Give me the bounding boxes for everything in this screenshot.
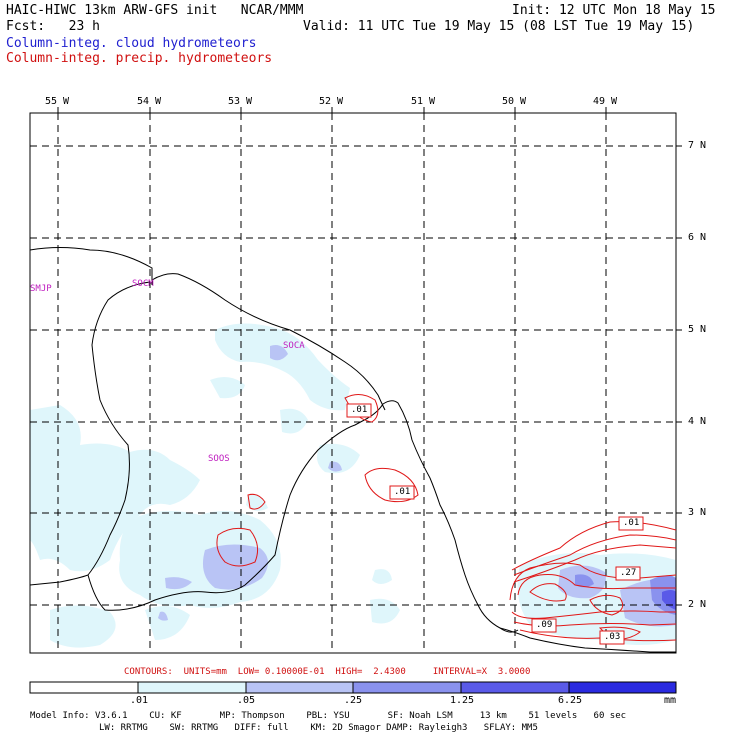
contour-line <box>247 493 266 510</box>
oyapock-estuary <box>367 400 519 633</box>
contour-label-box <box>389 485 415 500</box>
contour-line <box>517 574 676 596</box>
model-info-line1: Model Info: V3.6.1 CU: KF MP: Thompson P… <box>30 711 627 721</box>
cloud-shade-light <box>316 443 360 474</box>
cloud-shade-light <box>30 405 200 572</box>
contour-line <box>589 594 624 616</box>
contour-label-box <box>346 403 372 418</box>
lon-label: 50 W <box>502 96 527 107</box>
scale-bin <box>29 681 139 694</box>
axis-ticks <box>57 107 682 606</box>
lon-label: 49 W <box>593 96 618 107</box>
contour-label: .01 <box>394 487 411 497</box>
cloud-shade-mid <box>270 345 288 361</box>
cloud-shading <box>30 323 676 648</box>
cloud-shade-strong <box>575 574 594 588</box>
cloud-shade-mid <box>158 611 168 621</box>
precip-contours <box>216 394 677 642</box>
scale-label: .05 <box>237 695 256 706</box>
scale-bin <box>460 681 570 694</box>
contour-label: .09 <box>536 620 553 630</box>
scale-label: 6.25 <box>558 695 583 706</box>
cloud-shade-light <box>246 494 268 511</box>
coastline-north <box>151 273 386 411</box>
contour-line <box>513 544 677 583</box>
cloud-shade-light <box>50 605 116 648</box>
color-scale <box>29 681 677 694</box>
station-label: SOOS <box>208 454 230 464</box>
contour-label: .01 <box>623 518 640 528</box>
cloud-shade-light <box>215 323 350 411</box>
lat-label: 5 N <box>688 324 707 335</box>
border-guyane-brazil-west <box>29 574 89 586</box>
forecast-hour: Fcst: 23 h <box>6 19 100 34</box>
scale-bin <box>137 681 247 694</box>
cloud-shade-light <box>370 598 400 624</box>
lat-label: 7 N <box>688 140 707 151</box>
station-label: SOCA <box>283 341 305 351</box>
lon-label: 53 W <box>228 96 253 107</box>
contour-line <box>364 467 419 503</box>
contour-label: .27 <box>620 568 637 578</box>
scale-label: .01 <box>130 695 149 706</box>
lat-label: 6 N <box>688 232 707 243</box>
scale-label: 1.25 <box>450 695 475 706</box>
contour-line <box>529 583 567 602</box>
field-label-cloud: Column-integ. cloud hydrometeors <box>6 36 257 51</box>
cloud-shade-light <box>280 408 308 434</box>
lat-label: 2 N <box>688 599 707 610</box>
border-guyane-brazil <box>87 281 369 611</box>
contour-labels <box>346 403 644 645</box>
contour-label-box <box>615 566 641 581</box>
contour-line <box>216 527 259 567</box>
station-label: SMJP <box>30 284 52 294</box>
latlon-grid <box>30 113 676 653</box>
lat-label: 4 N <box>688 416 707 427</box>
contour-label-box <box>531 618 557 633</box>
scale-bin <box>568 681 677 694</box>
contour-label: .01 <box>351 405 368 415</box>
contour-line <box>513 534 677 576</box>
model-info-line2: LW: RRTMG SW: RRTMG DIFF: full KM: 2D Sm… <box>99 723 538 733</box>
contour-label: .03 <box>604 632 621 642</box>
valid-time: Valid: 11 UTC Tue 19 May 15 (08 LST Tue … <box>303 19 695 34</box>
contour-label-box <box>618 516 644 531</box>
contour-line <box>509 562 677 601</box>
cloud-shade-mid <box>165 577 192 590</box>
scale-bin <box>352 681 462 694</box>
cloud-shade-light <box>145 606 190 640</box>
contour-line <box>511 610 676 619</box>
contours-info: CONTOURS: UNITS=mm LOW= 0.10000E-01 HIGH… <box>124 667 531 677</box>
init-time: Init: 12 UTC Mon 18 May 15 <box>512 3 716 18</box>
border-suriname-guyane <box>29 247 153 285</box>
scale-unit: mm <box>664 695 677 706</box>
lon-label: 52 W <box>319 96 344 107</box>
coastline-amapa <box>499 627 676 653</box>
contour-label-box <box>599 630 625 645</box>
title-line: HAIC-HIWC 13km ARW-GFS init NCAR/MMM <box>6 3 304 18</box>
lon-label: 54 W <box>137 96 162 107</box>
cloud-shade-light <box>372 569 392 584</box>
lon-label: 55 W <box>45 96 70 107</box>
scale-bin <box>245 681 354 694</box>
field-label-precip: Column-integ. precip. hydrometeors <box>6 51 273 66</box>
map-frame <box>29 112 677 654</box>
cloud-shade-light <box>210 376 245 399</box>
coastlines-borders <box>29 247 676 653</box>
lat-label: 3 N <box>688 507 707 518</box>
scale-label: .25 <box>344 695 363 706</box>
lon-label: 51 W <box>411 96 436 107</box>
contour-line <box>511 521 677 571</box>
station-label: SOCM <box>132 279 154 289</box>
